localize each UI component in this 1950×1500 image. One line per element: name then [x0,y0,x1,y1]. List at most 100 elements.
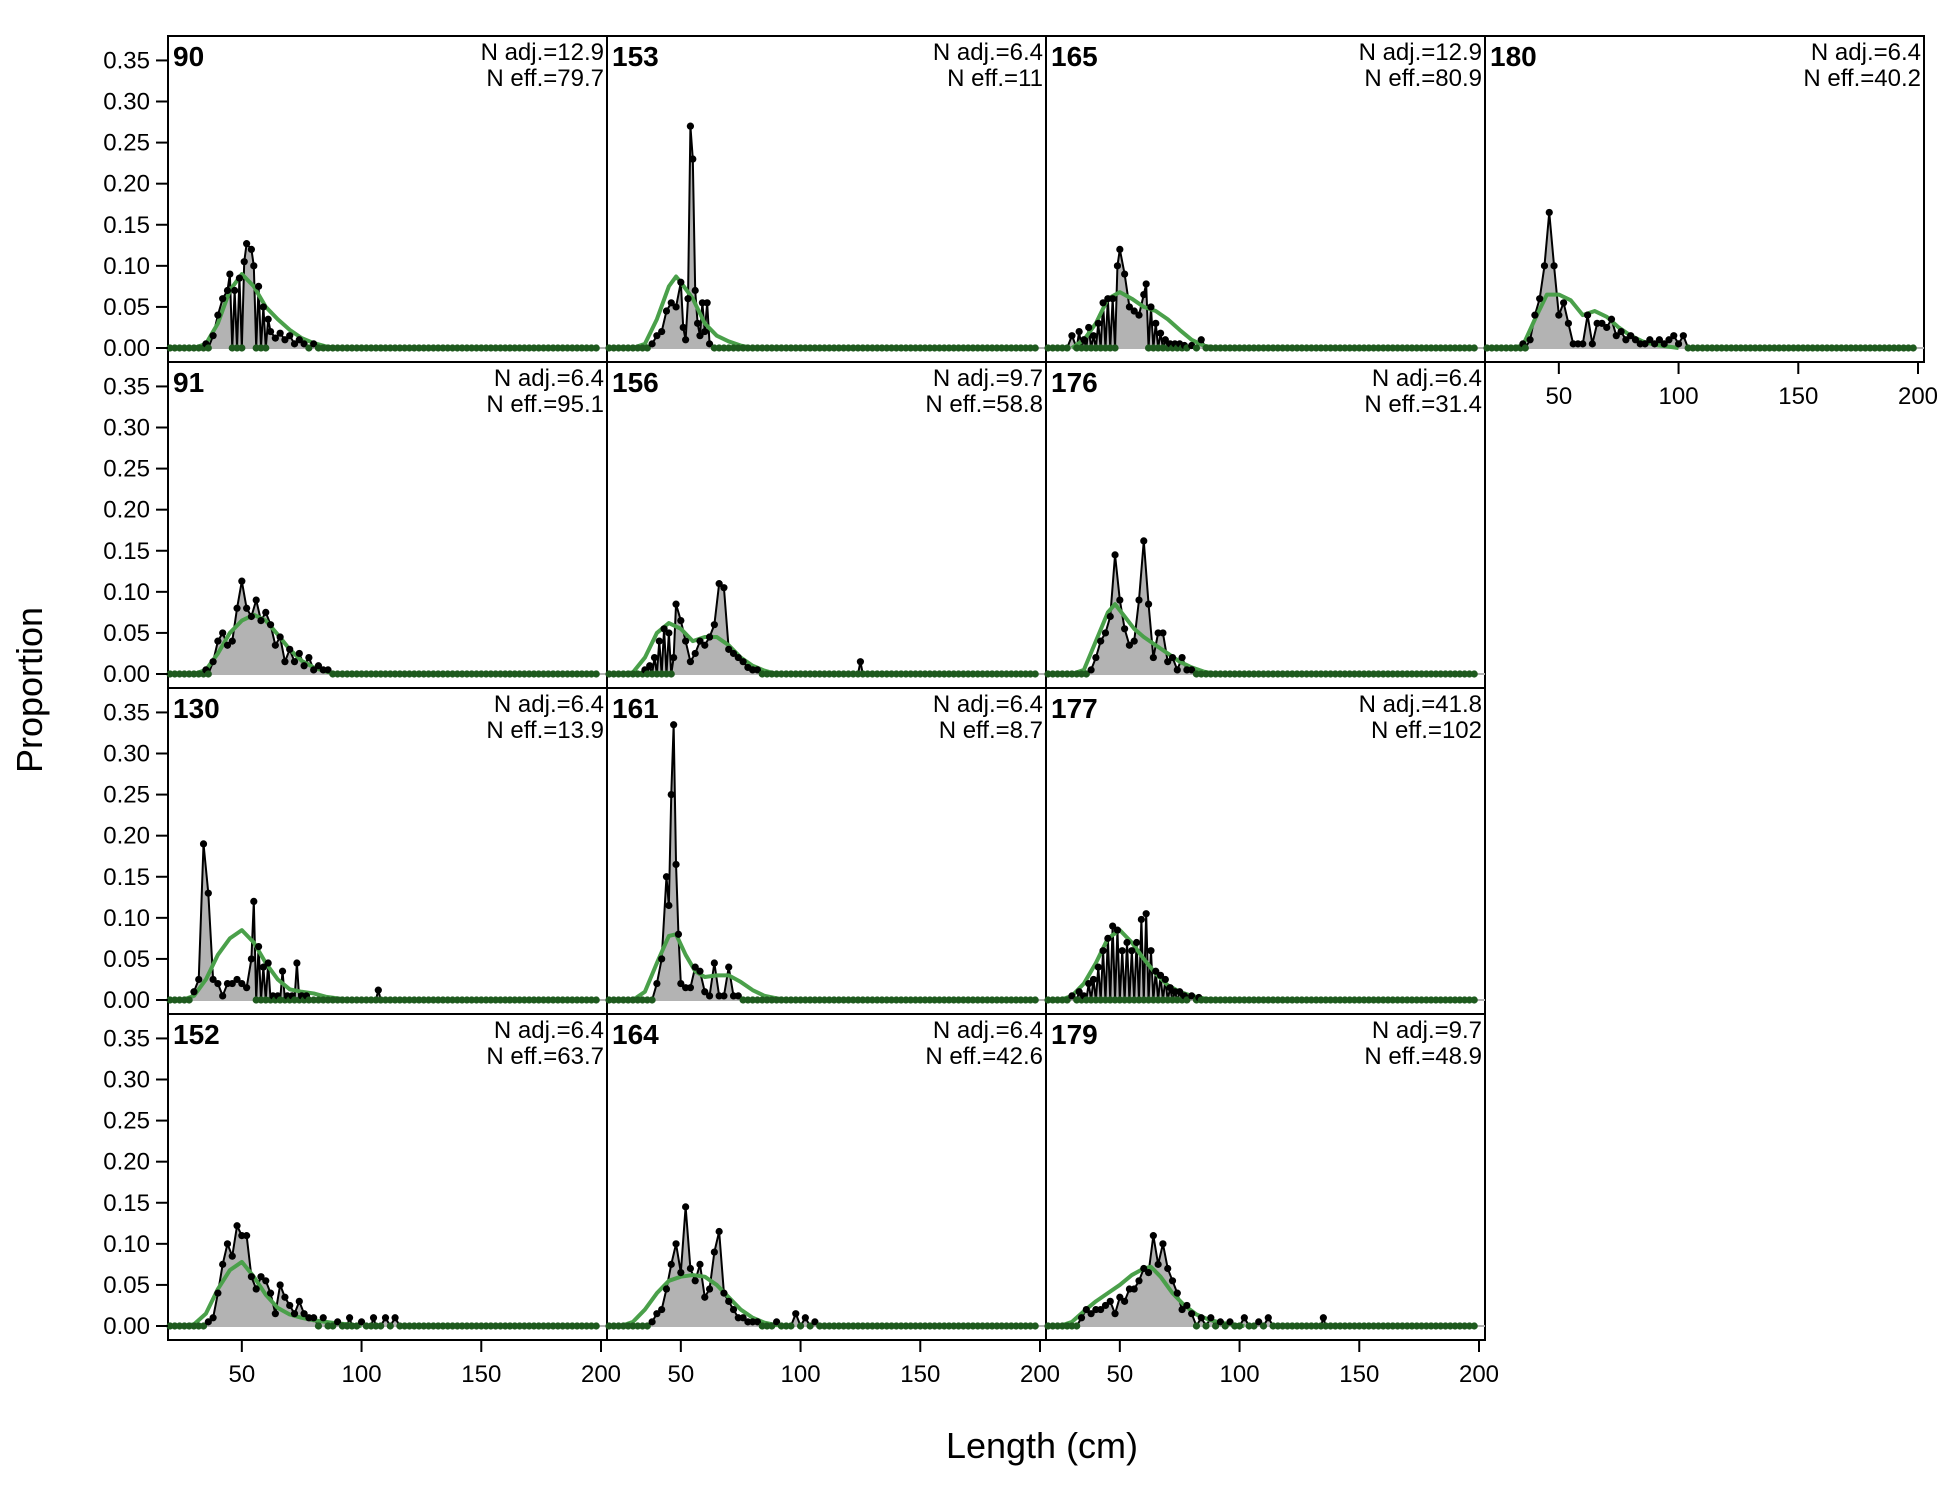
observed-point [290,658,299,666]
n-adj-label: N adj.=41.8 [1359,691,1482,718]
observed-point [214,979,222,988]
observed-point [1161,975,1169,984]
panel-title: 180 [1490,41,1537,72]
observed-point [768,1322,776,1330]
observed-point [672,1240,680,1248]
observed-point [655,637,663,645]
observed-point [247,612,256,621]
n-adj-label: N adj.=6.4 [494,1017,604,1044]
observed-point [691,649,699,658]
observed-point [1125,641,1134,649]
observed-point [319,1314,327,1322]
observed-point [1149,653,1157,662]
observed-point [262,344,270,352]
panel-frame [1484,35,1925,363]
observed-point [1075,327,1083,336]
observed-point [231,286,239,295]
observed-point [806,1322,814,1330]
x-tick-label: 50 [1106,1361,1133,1388]
observed-point [696,967,704,975]
observed-point [1197,336,1205,344]
observed-point [1116,245,1124,254]
y-tick-label: 0.35 [103,699,150,726]
observed-point [1176,988,1184,996]
observed-point [696,637,704,645]
observed-point [286,1301,294,1310]
observed-point [801,1314,809,1322]
observed-point [219,1260,227,1268]
observed-point [1192,1322,1201,1330]
observed-point [689,155,697,163]
observed-point [1097,1305,1105,1314]
x-tick-label: 150 [900,1361,940,1388]
observed-point [1470,1322,1478,1330]
observed-point [1118,947,1126,955]
n-adj-label: N adj.=12.9 [1359,39,1482,66]
observed-point [643,344,651,352]
observed-point [290,340,299,348]
y-tick-label: 0.10 [103,579,150,606]
panel-title: 91 [173,367,204,398]
y-tick-label: 0.30 [103,89,150,116]
expected-line [1071,602,1217,676]
observed-point [739,1314,747,1322]
observed-area [609,126,1036,348]
observed-point [1152,319,1160,327]
observed-point [1135,596,1143,604]
y-tick-label: 0.05 [103,294,150,321]
observed-point [1082,670,1090,678]
observed-point [204,670,212,678]
n-eff-label: N eff.=13.9 [486,717,604,744]
n-adj-label: N adj.=9.7 [1372,1017,1482,1044]
observed-point [1909,344,1917,352]
observed-point [648,996,656,1004]
observed-point [1099,947,1107,955]
observed-point [672,860,680,869]
observed-point [281,336,289,344]
observed-point [1235,1322,1244,1330]
y-tick-label: 0.00 [103,335,150,362]
observed-point [238,979,246,988]
observed-point [300,340,308,348]
observed-point [677,278,685,286]
observed-point [1579,340,1587,348]
x-tick-label: 150 [1778,383,1818,410]
observed-point [1545,208,1553,217]
observed-point [209,332,217,340]
observed-point [1168,1277,1177,1285]
y-tick-label: 0.35 [103,1025,150,1052]
panel-title: 165 [1051,41,1098,72]
observed-point [1679,332,1687,340]
observed-point [300,662,308,670]
observed-point [691,286,699,295]
observed-point [233,604,241,612]
n-eff-label: N eff.=11 [947,65,1043,92]
observed-point [653,979,661,988]
observed-point [271,334,279,342]
observed-point [701,988,709,996]
y-tick-label: 0.20 [103,1149,150,1176]
observed-point [667,670,675,678]
observed-point [1560,299,1568,307]
y-tick-label: 0.30 [103,415,150,442]
observed-point [1121,270,1129,278]
observed-point [286,645,294,653]
observed-point [653,332,661,340]
n-adj-label: N adj.=6.4 [1811,39,1921,66]
y-tick-label: 0.10 [103,905,150,932]
observed-point [214,637,222,645]
observed-point [1264,1314,1272,1322]
observed-point [1077,1314,1086,1322]
observed-point [686,658,695,666]
observed-point [252,1285,260,1293]
observed-point [1631,336,1640,344]
observed-point [305,344,313,352]
observed-point [257,1273,265,1281]
observed-point [223,641,232,649]
panel-title: 164 [612,1019,659,1050]
n-adj-label: N adj.=6.4 [494,691,604,718]
observed-point [720,992,728,1000]
observed-line [170,843,597,1004]
observed-point [257,616,265,625]
observed-point [682,637,690,645]
